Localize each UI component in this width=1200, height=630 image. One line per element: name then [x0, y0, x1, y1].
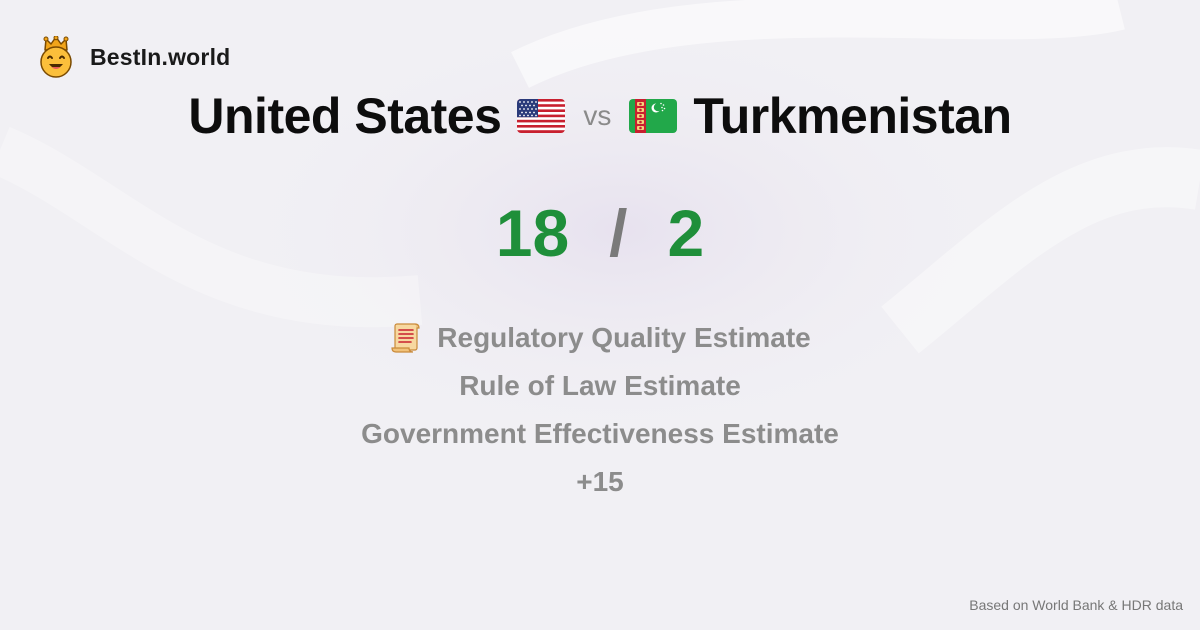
data-source-note: Based on World Bank & HDR data [969, 597, 1183, 613]
criterion-label: Government Effectiveness Estimate [361, 418, 839, 449]
criterion-label: Regulatory Quality Estimate [437, 322, 811, 353]
criteria-list: Regulatory Quality Estimate Rule of Law … [0, 314, 1200, 506]
criterion-item[interactable]: Regulatory Quality Estimate [389, 314, 811, 362]
score-separator: / [609, 196, 628, 270]
comparison-title: United States vs [0, 86, 1200, 146]
smiling-crown-face-icon [40, 36, 72, 78]
more-criteria-label: +15 [576, 466, 624, 497]
turkmenistan-flag-icon [629, 99, 678, 133]
scroll-icon [391, 323, 420, 353]
criterion-item[interactable]: Government Effectiveness Estimate [361, 410, 839, 458]
more-criteria-count[interactable]: +15 [576, 458, 624, 506]
brand-header[interactable]: BestIn.world [38, 36, 230, 78]
right-score: 2 [667, 196, 705, 270]
criterion-label: Rule of Law Estimate [459, 370, 741, 401]
brand-name: BestIn.world [90, 43, 231, 70]
us-flag-icon [517, 99, 566, 133]
vs-label: vs [583, 100, 612, 131]
left-country-name[interactable]: United States [188, 88, 502, 144]
right-country-name[interactable]: Turkmenistan [693, 88, 1012, 144]
score-summary: 18 / 2 [0, 196, 1200, 270]
left-score: 18 [495, 196, 570, 270]
criterion-item[interactable]: Rule of Law Estimate [459, 362, 741, 410]
